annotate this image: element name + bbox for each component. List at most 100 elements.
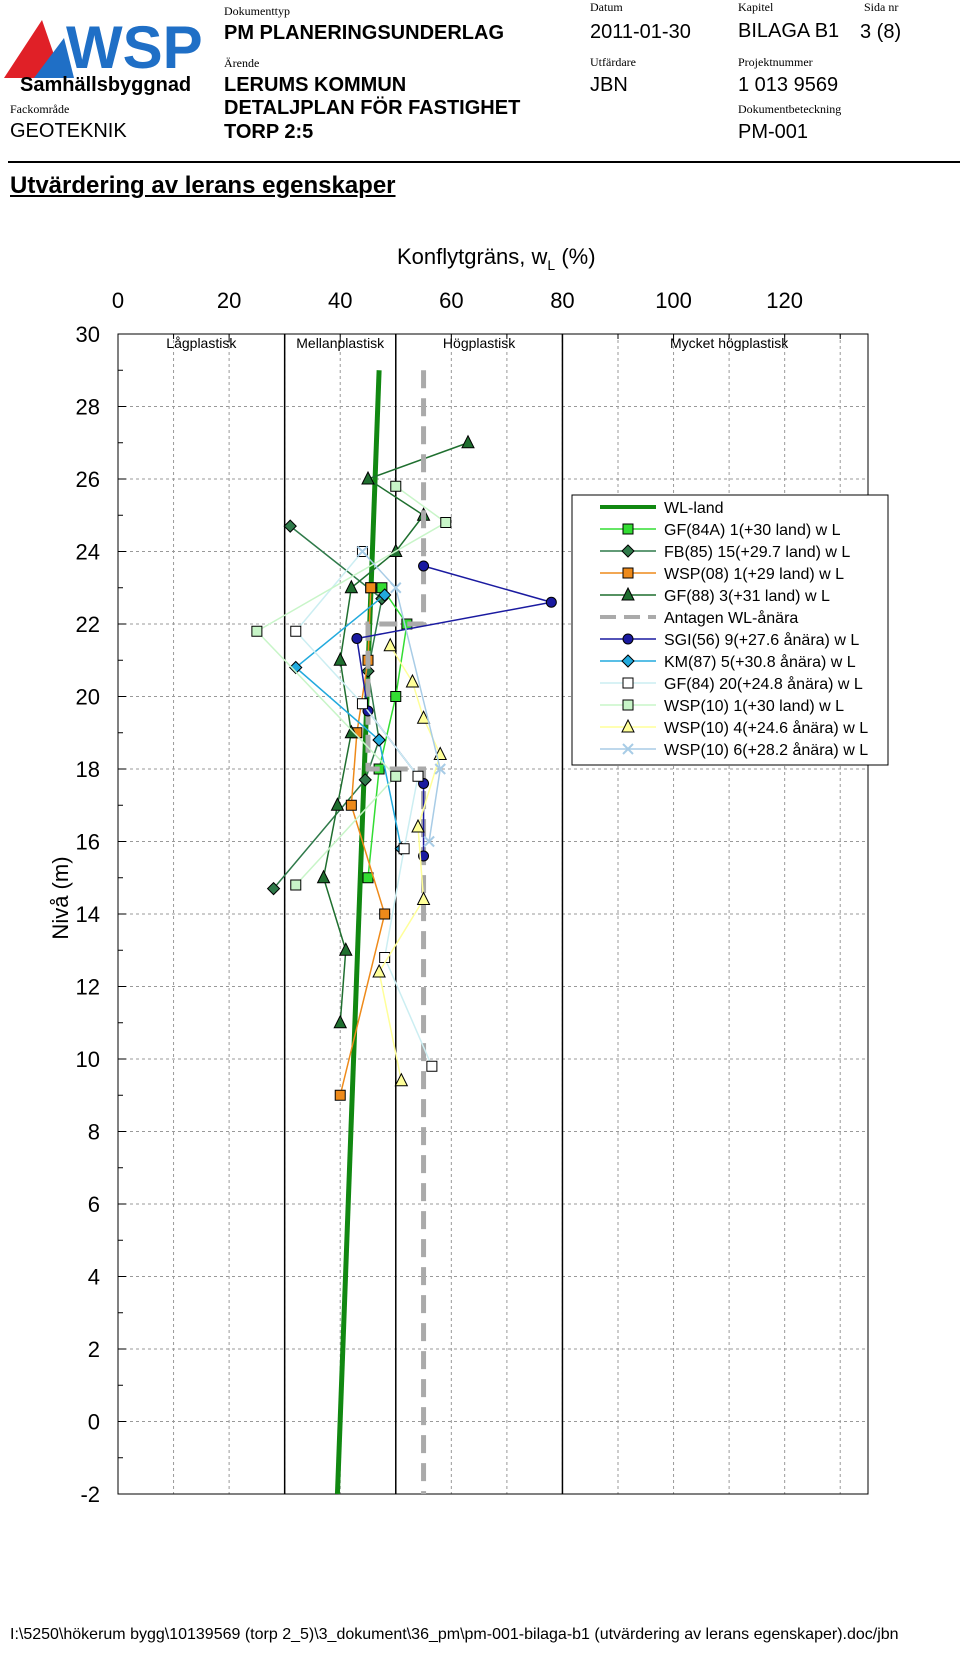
data-point [356, 698, 368, 710]
sida-value: 3 (8) [860, 21, 902, 43]
y-tick-label: 24 [76, 540, 100, 565]
y-tick-label: 6 [88, 1192, 100, 1217]
legend-swatch-marker [622, 677, 634, 689]
header-divider [8, 161, 960, 163]
data-point [379, 908, 391, 920]
y-tick-label: 8 [88, 1120, 100, 1145]
y-tick-label: 28 [76, 395, 100, 420]
logo-blue-shape [34, 38, 74, 78]
legend-entry: GF(84) 20(+24.8 ånära) w L [664, 675, 863, 693]
series-6 [351, 560, 557, 862]
data-point [362, 872, 374, 884]
series-line [378, 645, 442, 1081]
legend-entry: WSP(10) 6(+28.2 ånära) w L [664, 741, 868, 759]
legend-entry: FB(85) 15(+29.7 land) w L [664, 544, 850, 561]
data-point [416, 891, 431, 905]
x-tick-label: 20 [217, 288, 241, 313]
data-point [333, 652, 348, 666]
data-point [361, 664, 375, 678]
data-point [390, 582, 402, 594]
data-point [344, 579, 359, 594]
series-line [334, 370, 382, 1495]
y-tick-label: 18 [76, 757, 100, 782]
series-4 [316, 434, 475, 1029]
data-point [351, 633, 363, 644]
y-tick-label: 30 [76, 322, 100, 347]
x-tick-label: 120 [766, 288, 803, 313]
data-point [358, 773, 372, 787]
zone-label: Lågplastisk [166, 335, 237, 351]
legend-entry: Antagen WL-ånära [664, 609, 798, 627]
kapitel-label: Kapitel [738, 0, 774, 14]
series-line [356, 565, 552, 856]
data-point [383, 637, 398, 652]
zone-label: Mellanplastisk [296, 335, 385, 351]
arende-line-2: DETALJPLAN FÖR FASTIGHET [224, 97, 521, 119]
ticks: 0 20 40 60 80 100 1203028262422201816141210864… [76, 288, 841, 1507]
legend-swatch-marker [622, 743, 634, 755]
data-point [345, 799, 357, 811]
x-tick-label: 100 [655, 288, 692, 313]
y-tick-label: 14 [76, 902, 100, 927]
y-tick-label: 12 [76, 975, 100, 1000]
data-point [416, 710, 431, 724]
zone-label: Högplastisk [443, 335, 516, 351]
data-point [440, 517, 452, 528]
data-point [377, 588, 392, 602]
legend-entry: WL-land [664, 500, 724, 517]
projektnummer-label: Projektnummer [738, 55, 813, 69]
legend-swatch-marker [621, 718, 635, 733]
series-line [339, 587, 386, 1096]
y-tick-label: 10 [76, 1047, 100, 1072]
legend-swatch-marker [622, 567, 634, 579]
data-point [344, 724, 359, 739]
x-tick-label: 80 [550, 288, 574, 313]
data-point [316, 869, 331, 884]
legend-entry: WSP(10) 1(+30 land) w L [664, 698, 844, 715]
data-point [333, 1014, 348, 1029]
projektnummer-value: 1 013 9569 [738, 74, 839, 96]
data-point [365, 582, 377, 594]
data-point [338, 942, 353, 956]
legend-swatch-marker [622, 633, 634, 645]
x-tick-label: 0 [112, 288, 124, 313]
series-line [294, 594, 403, 849]
data-point [412, 770, 424, 782]
data-point [334, 1089, 346, 1101]
y-tick-label: 16 [76, 830, 100, 855]
data-point [283, 519, 297, 533]
data-point [461, 434, 475, 449]
data-point [372, 733, 386, 747]
data-point [251, 625, 263, 637]
data-point [390, 770, 402, 782]
dokumenttyp-value: PM PLANERINGSUNDERLAG [224, 22, 505, 44]
sida-label: Sida nr [864, 0, 899, 14]
legend-entry: GF(84A) 1(+30 land) w L [664, 522, 841, 539]
document-title: Utvärdering av lerans egenskaper [10, 172, 396, 199]
data-point [411, 818, 425, 833]
legend-swatch-marker [622, 699, 634, 711]
data-point [423, 835, 435, 848]
legend-box [571, 494, 889, 766]
data-point [394, 1072, 409, 1087]
legend-swatch-marker [622, 523, 634, 535]
wsp-logo: WSP [4, 14, 203, 80]
logo-wordmark: WSP [66, 14, 203, 80]
x-tick-label: 60 [439, 288, 463, 313]
footer-file-path: I:\5250\hökerum bygg\10139569 (torp 2_5)… [10, 1626, 899, 1643]
data-point [545, 596, 557, 608]
zone-label: Mycket högplastisk [670, 335, 789, 351]
utfardare-value: JBN [590, 74, 628, 96]
arende-label: Ärende [224, 56, 260, 70]
data-point [289, 660, 303, 675]
datum-value: 2011-01-30 [590, 21, 691, 43]
fackomrade-value: GEOTEKNIK [10, 120, 127, 142]
data-point [426, 1060, 438, 1072]
data-point [398, 843, 410, 855]
unit-name: Samhällsbyggnad [20, 74, 192, 96]
legend-entry: WSP(10) 4(+24.6 ånära) w L [664, 719, 868, 737]
y-tick-label: 20 [76, 685, 100, 710]
chart-title-unit: (%) [555, 244, 595, 269]
legend-swatch-marker [621, 654, 635, 668]
datum-label: Datum [590, 0, 623, 14]
